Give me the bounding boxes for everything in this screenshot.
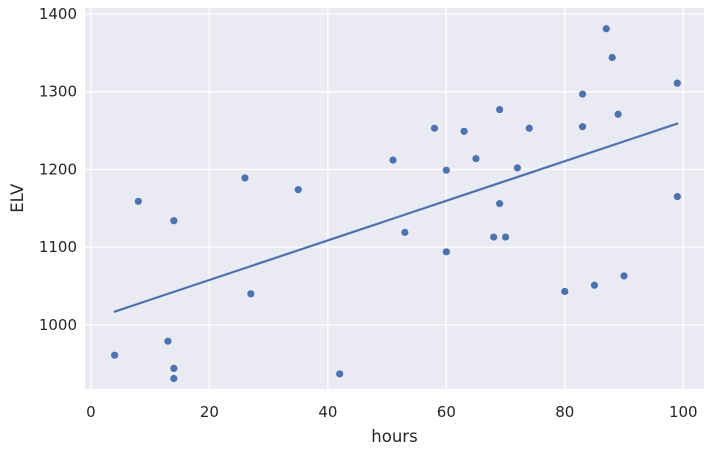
scatter-point <box>294 186 302 194</box>
scatter-point <box>460 127 468 135</box>
y-tick-label: 1400 <box>39 5 77 23</box>
scatter-point <box>578 90 587 98</box>
scatter-point <box>578 123 587 131</box>
scatter-point <box>513 164 522 172</box>
x-axis-label: hours <box>371 427 418 446</box>
scatter-point <box>111 351 119 359</box>
y-tick-label: 1200 <box>39 160 77 178</box>
scatter-point <box>673 79 681 87</box>
scatter-point <box>401 228 409 236</box>
scatter-point <box>241 174 249 182</box>
scatter-point <box>614 110 622 118</box>
x-tick-label: 40 <box>318 403 337 421</box>
scatter-point <box>561 287 569 296</box>
x-tick-label: 100 <box>669 403 698 421</box>
scatter-point <box>170 364 178 373</box>
x-tick-label: 60 <box>437 403 456 421</box>
scatter-point <box>389 156 397 164</box>
scatter-point <box>525 124 533 132</box>
scatter-point <box>602 25 610 33</box>
scatter-point <box>336 370 344 378</box>
scatter-point <box>134 197 142 205</box>
scatter-point <box>620 272 628 280</box>
plot-area <box>85 8 704 389</box>
scatter-point <box>496 105 504 114</box>
scatter-point <box>430 124 439 132</box>
scatter-point <box>608 53 616 62</box>
x-tick-label: 20 <box>200 403 219 421</box>
scatter-point <box>164 337 172 345</box>
scatter-point <box>472 154 480 163</box>
y-tick-label: 1100 <box>39 238 77 256</box>
scatter-point <box>501 233 510 241</box>
y-tick-label: 1300 <box>39 83 77 101</box>
y-axis-label: ELV <box>7 183 27 213</box>
scatter-point <box>170 217 178 225</box>
scatter-point <box>490 233 498 241</box>
y-tick-label: 1000 <box>39 316 77 334</box>
scatter-point <box>496 200 504 208</box>
scatter-point <box>442 166 450 174</box>
x-tick-label: 80 <box>555 403 574 421</box>
scatter-point <box>247 290 255 298</box>
scatter-point <box>442 248 450 256</box>
scatter-point <box>170 374 178 383</box>
scatter-point <box>590 281 599 289</box>
x-tick-label: 0 <box>86 403 96 421</box>
regression-line <box>113 122 679 313</box>
scatter-point <box>673 193 681 201</box>
